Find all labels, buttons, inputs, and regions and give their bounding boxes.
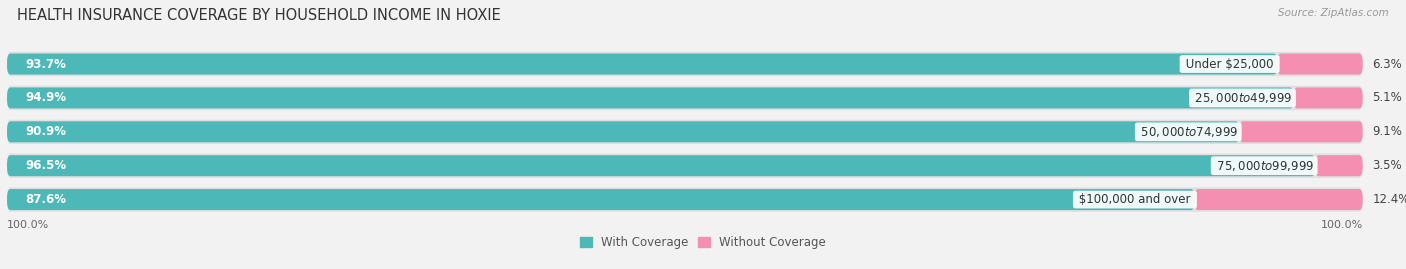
Text: 96.5%: 96.5% xyxy=(25,159,66,172)
Text: $100,000 and over: $100,000 and over xyxy=(1076,193,1195,206)
FancyBboxPatch shape xyxy=(7,187,1362,212)
Text: 100.0%: 100.0% xyxy=(7,220,49,230)
Text: 90.9%: 90.9% xyxy=(25,125,66,138)
FancyBboxPatch shape xyxy=(7,120,1362,144)
FancyBboxPatch shape xyxy=(1315,155,1362,176)
Text: HEALTH INSURANCE COVERAGE BY HOUSEHOLD INCOME IN HOXIE: HEALTH INSURANCE COVERAGE BY HOUSEHOLD I… xyxy=(17,8,501,23)
FancyBboxPatch shape xyxy=(7,52,1362,76)
Text: 87.6%: 87.6% xyxy=(25,193,66,206)
Text: 3.5%: 3.5% xyxy=(1372,159,1402,172)
Text: $25,000 to $49,999: $25,000 to $49,999 xyxy=(1191,91,1294,105)
Text: $75,000 to $99,999: $75,000 to $99,999 xyxy=(1213,159,1315,173)
FancyBboxPatch shape xyxy=(7,121,1239,142)
FancyBboxPatch shape xyxy=(7,54,1277,75)
Legend: With Coverage, Without Coverage: With Coverage, Without Coverage xyxy=(575,231,831,254)
FancyBboxPatch shape xyxy=(7,155,1315,176)
Text: 6.3%: 6.3% xyxy=(1372,58,1402,70)
FancyBboxPatch shape xyxy=(7,86,1362,110)
Text: 93.7%: 93.7% xyxy=(25,58,66,70)
Text: 5.1%: 5.1% xyxy=(1372,91,1402,104)
FancyBboxPatch shape xyxy=(7,189,1195,210)
Text: 9.1%: 9.1% xyxy=(1372,125,1402,138)
Text: Under $25,000: Under $25,000 xyxy=(1182,58,1277,70)
Text: Source: ZipAtlas.com: Source: ZipAtlas.com xyxy=(1278,8,1389,18)
FancyBboxPatch shape xyxy=(1277,54,1362,75)
Text: 100.0%: 100.0% xyxy=(1320,220,1362,230)
FancyBboxPatch shape xyxy=(1294,87,1362,108)
FancyBboxPatch shape xyxy=(1239,121,1362,142)
Text: 12.4%: 12.4% xyxy=(1372,193,1406,206)
Text: 94.9%: 94.9% xyxy=(25,91,66,104)
Text: $50,000 to $74,999: $50,000 to $74,999 xyxy=(1137,125,1239,139)
FancyBboxPatch shape xyxy=(7,87,1294,108)
FancyBboxPatch shape xyxy=(7,154,1362,178)
FancyBboxPatch shape xyxy=(1195,189,1362,210)
